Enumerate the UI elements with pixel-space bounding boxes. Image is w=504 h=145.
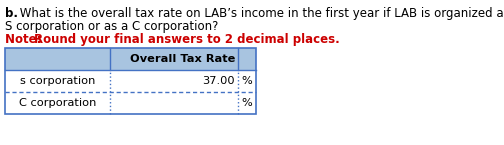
Text: C corporation: C corporation (19, 98, 96, 108)
Text: s corporation: s corporation (20, 76, 95, 86)
Bar (5, 48, 256, 70)
Text: 37.00: 37.00 (203, 76, 235, 86)
Text: %: % (241, 76, 253, 86)
Text: %: % (241, 98, 253, 108)
Text: Note:: Note: (5, 33, 46, 46)
Text: Round your final answers to 2 decimal places.: Round your final answers to 2 decimal pl… (34, 33, 340, 46)
Text: What is the overall tax rate on LAB’s income in the first year if LAB is organiz: What is the overall tax rate on LAB’s in… (16, 7, 504, 20)
Bar (5, 48, 256, 114)
Text: b.: b. (5, 7, 18, 20)
Text: S corporation or as a C corporation?: S corporation or as a C corporation? (5, 20, 218, 33)
Text: Overall Tax Rate: Overall Tax Rate (131, 54, 236, 64)
